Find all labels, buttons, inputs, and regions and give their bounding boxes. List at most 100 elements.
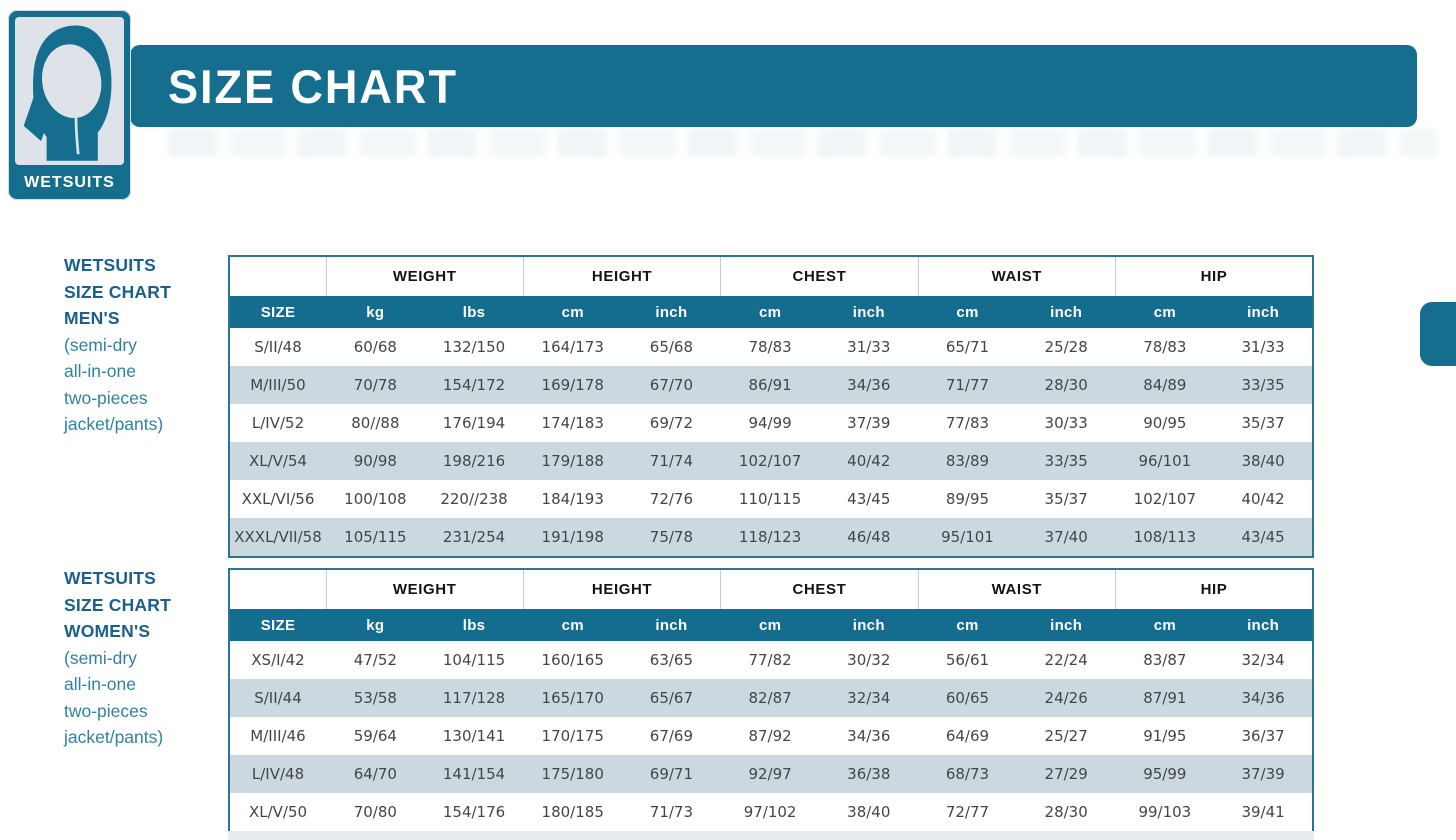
value-cell: 33/35 xyxy=(1044,452,1088,470)
value-cell: 33/35 xyxy=(1241,376,1285,394)
value-cell: 30/32 xyxy=(847,651,891,669)
value-cell: 68/73 xyxy=(945,765,990,783)
value-cell: 65/67 xyxy=(649,689,694,707)
value-cell: 104/115 xyxy=(442,651,506,669)
value-cell: 71/74 xyxy=(649,452,694,470)
value-cell: 179/188 xyxy=(541,452,604,470)
value-cell: 64/70 xyxy=(353,765,397,783)
value-cell: 31/33 xyxy=(847,338,891,356)
value-cell: 36/38 xyxy=(847,765,891,783)
group-header-waist: WAIST xyxy=(917,569,1116,609)
page-title: SIZE CHART xyxy=(168,59,458,113)
value-cell: 100/108 xyxy=(344,490,407,508)
value-cell: 80//88 xyxy=(351,414,400,432)
value-cell: 174/183 xyxy=(541,414,604,432)
caption-line: two-pieces xyxy=(64,387,148,408)
group-header-height: HEIGHT xyxy=(522,569,721,609)
value-cell: 70/80 xyxy=(353,803,397,821)
badge-label: WETSUITS xyxy=(24,174,115,191)
group-header-chest: CHEST xyxy=(720,569,919,609)
value-cell: 34/36 xyxy=(847,376,891,394)
value-cell: 75/78 xyxy=(649,528,694,546)
value-cell: 108/113 xyxy=(1133,528,1196,546)
value-cell: 60/68 xyxy=(353,338,397,356)
value-cell: 191/198 xyxy=(541,528,604,546)
value-cell: 132/150 xyxy=(442,338,506,356)
unit-header: lbs xyxy=(424,609,524,641)
caption-line: jacket/pants) xyxy=(64,414,164,434)
value-cell: 169/178 xyxy=(541,376,604,394)
value-cell: 38/40 xyxy=(1241,452,1285,470)
group-header-height: HEIGHT xyxy=(522,256,721,296)
caption-line: jacket/pants) xyxy=(64,727,164,747)
value-cell: 31/33 xyxy=(1241,338,1285,356)
unit-header: kg xyxy=(326,296,425,328)
value-cell: 141/154 xyxy=(442,765,506,783)
value-cell: 43/45 xyxy=(1241,528,1285,546)
value-cell: 65/71 xyxy=(945,338,990,356)
value-cell: 83/87 xyxy=(1143,651,1187,669)
value-cell: 96/101 xyxy=(1138,452,1192,470)
value-cell: 130/141 xyxy=(442,727,506,745)
value-cell: 89/95 xyxy=(945,490,990,508)
unit-header: cm xyxy=(918,296,1017,328)
unit-header: inch xyxy=(622,296,721,328)
table-row: L/IV/48 64/70 141/154 175/180 69/71 92/97 36/3… xyxy=(229,755,1313,793)
value-cell: 30/33 xyxy=(1044,414,1088,432)
unit-header: inch xyxy=(1214,609,1313,641)
value-cell: 70/78 xyxy=(353,376,397,394)
value-cell: 117/128 xyxy=(442,689,506,707)
size-cell: L/IV/48 xyxy=(251,765,305,783)
value-cell: 22/24 xyxy=(1044,651,1088,669)
table-row: XXL/VI/56 100/108 220//238 184/193 72/76 110/… xyxy=(229,480,1313,518)
cut-off-row-strip xyxy=(228,831,1314,840)
value-cell: 84/89 xyxy=(1143,376,1187,394)
value-cell: 176/194 xyxy=(442,414,506,432)
unit-header: cm xyxy=(720,296,820,328)
value-cell: 71/73 xyxy=(649,803,694,821)
unit-header: inch xyxy=(819,296,919,328)
value-cell: 60/65 xyxy=(945,689,990,707)
table-caption-mens: WETSUITS SIZE CHART MEN'S (semi-dry all-in-o… xyxy=(64,252,229,438)
group-header-spacer xyxy=(229,569,326,609)
size-table-mens: WEIGHT HEIGHT CHEST WAIST HIP SIZE kg lbs cm inch… xyxy=(228,255,1314,558)
unit-header: inch xyxy=(1016,296,1116,328)
ghost-text-watermark xyxy=(168,129,1438,157)
table-row: M/III/50 70/78 154/172 169/178 67/70 86/91 34/… xyxy=(229,366,1313,404)
value-cell: 90/98 xyxy=(353,452,397,470)
value-cell: 67/70 xyxy=(649,376,694,394)
value-cell: 78/83 xyxy=(1143,338,1187,356)
value-cell: 94/99 xyxy=(748,414,792,432)
caption-line: MEN'S xyxy=(64,308,120,328)
unit-header: cm xyxy=(1115,296,1215,328)
value-cell: 105/115 xyxy=(344,528,407,546)
value-cell: 63/65 xyxy=(649,651,694,669)
value-cell: 53/58 xyxy=(353,689,397,707)
table-row: XS/I/42 47/52 104/115 160/165 63/65 77/82 30/3… xyxy=(229,641,1313,679)
value-cell: 46/48 xyxy=(847,528,891,546)
badge-panel xyxy=(15,17,124,165)
value-cell: 39/41 xyxy=(1241,803,1285,821)
unit-header: inch xyxy=(1016,609,1116,641)
size-column-header: SIZE xyxy=(229,296,326,328)
right-edge-tab xyxy=(1420,302,1456,366)
value-cell: 102/107 xyxy=(1133,490,1196,508)
value-cell: 180/185 xyxy=(541,803,604,821)
value-cell: 34/36 xyxy=(1241,689,1285,707)
size-table-womens: WEIGHT HEIGHT CHEST WAIST HIP SIZE kg lbs cm inch… xyxy=(228,568,1314,833)
value-cell: 37/40 xyxy=(1044,528,1088,546)
value-cell: 110/115 xyxy=(738,490,802,508)
value-cell: 82/87 xyxy=(748,689,792,707)
caption-line: WETSUITS xyxy=(64,255,157,275)
value-cell: 72/77 xyxy=(945,803,990,821)
value-cell: 38/40 xyxy=(847,803,891,821)
value-cell: 56/61 xyxy=(945,651,990,669)
value-cell: 37/39 xyxy=(847,414,891,432)
value-cell: 97/102 xyxy=(743,803,797,821)
value-cell: 77/83 xyxy=(945,414,990,432)
caption-line: (semi-dry xyxy=(64,334,137,355)
group-header-spacer xyxy=(229,256,326,296)
value-cell: 87/91 xyxy=(1143,689,1187,707)
caption-line: (semi-dry xyxy=(64,647,137,668)
